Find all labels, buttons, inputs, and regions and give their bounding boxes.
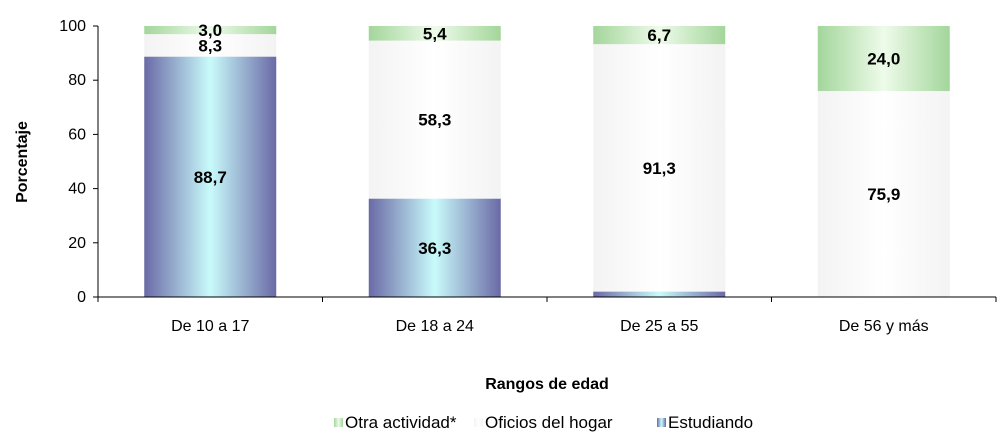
data-label-otra-actividad-4: 24,0 — [867, 50, 900, 69]
data-label-estudiando-2: 36,3 — [418, 239, 451, 258]
legend-swatch-otra-actividad — [334, 418, 343, 427]
axes: 0 20 40 60 80 100 De 10 a 17 De 18 a 24 De 25 a … — [59, 18, 997, 335]
y-tick-label: 0 — [77, 289, 86, 306]
y-tick-label: 40 — [68, 181, 86, 198]
data-label-otra-actividad-3: 6,7 — [647, 26, 671, 45]
x-tick-label: De 18 a 24 — [396, 318, 474, 335]
y-tick-label: 100 — [59, 18, 86, 35]
bar-otra-actividad-1 — [144, 26, 277, 35]
legend-swatch-oficios-del-hogar — [474, 418, 483, 427]
data-label-oficios-del-hogar-3: 91,3 — [643, 159, 676, 178]
y-tick-label: 60 — [68, 126, 86, 143]
data-label-oficios-del-hogar-2: 58,3 — [418, 111, 451, 130]
data-label-otra-actividad-2: 5,4 — [423, 24, 447, 43]
bar-otra-actividad-3 — [593, 26, 726, 45]
bar-oficios-del-hogar-4 — [817, 91, 950, 297]
y-tick-label: 80 — [68, 72, 86, 89]
data-label-estudiando-1: 88,7 — [194, 168, 227, 187]
bar-oficios-del-hogar-3 — [593, 44, 726, 292]
legend-label-otra-actividad: Otra actividad* — [345, 413, 457, 432]
bar-estudiando-2 — [368, 198, 501, 297]
x-tick-label: De 56 y más — [839, 318, 929, 335]
x-tick-label: De 10 a 17 — [171, 318, 249, 335]
bar-oficios-del-hogar-2 — [368, 40, 501, 199]
x-tick-label: De 25 a 55 — [620, 318, 698, 335]
data-label-oficios-del-hogar-4: 75,9 — [867, 185, 900, 204]
legend-label-estudiando: Estudiando — [668, 413, 753, 432]
bar-estudiando-3 — [593, 291, 726, 297]
data-label-oficios-del-hogar-1: 8,3 — [198, 36, 222, 55]
bar-estudiando-1 — [144, 56, 277, 297]
plot-area: 88,78,33,036,358,35,42,091,36,70,175,924… — [144, 21, 950, 298]
bar-otra-actividad-4 — [817, 26, 950, 92]
y-axis-title: Porcentaje — [14, 121, 31, 203]
bar-otra-actividad-2 — [368, 26, 501, 41]
x-axis-title: Rangos de edad — [485, 376, 609, 393]
data-label-otra-actividad-1: 3,0 — [198, 21, 222, 40]
legend-label-oficios-del-hogar: Oficios del hogar — [485, 413, 613, 432]
legend-swatch-estudiando — [657, 418, 666, 427]
bar-oficios-del-hogar-1 — [144, 34, 277, 57]
y-tick-label: 20 — [68, 235, 86, 252]
legend: Otra actividad* Oficios del hogar Estudian… — [334, 413, 753, 432]
